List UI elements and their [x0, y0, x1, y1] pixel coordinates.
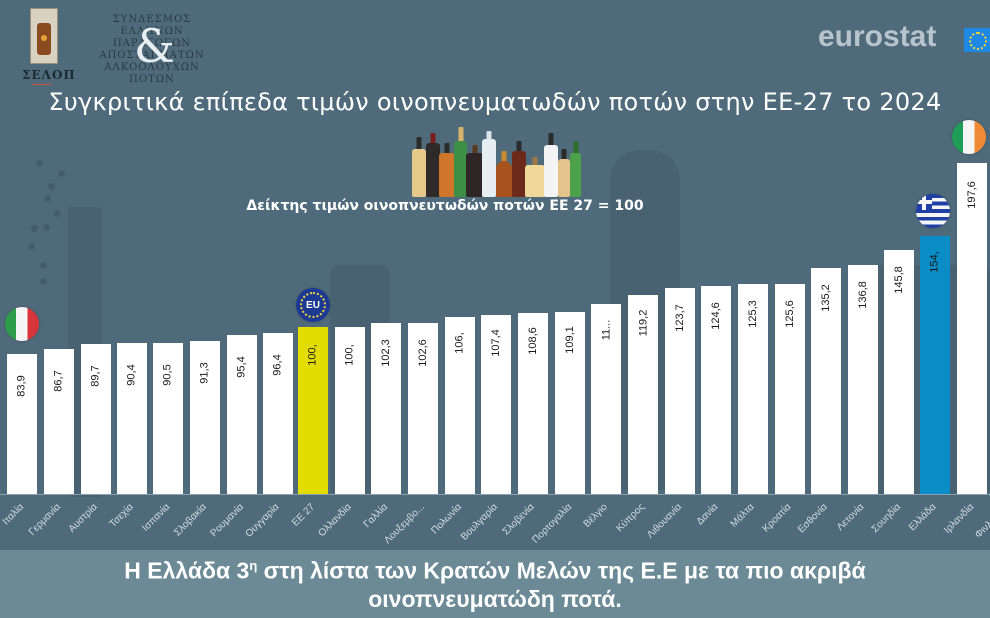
bar-netherlands: 100,	[335, 327, 365, 494]
x-label: Φινλανδία	[972, 501, 990, 541]
background-dot	[36, 160, 43, 167]
logo-underline	[32, 84, 52, 85]
bar-france: 102,3	[371, 323, 401, 494]
background-dot	[31, 225, 38, 232]
bar-ireland: 197,6	[957, 163, 987, 494]
bar-slovenia: 108,6	[518, 313, 548, 494]
bar-lithuania: 123,7	[665, 288, 695, 494]
background-dot	[54, 210, 61, 217]
bar-croatia: 125,6	[775, 284, 805, 494]
bar-malta: 125,3	[738, 284, 768, 494]
bar-italy: 83,9	[7, 354, 37, 494]
bar-spain: 90,5	[153, 343, 183, 494]
bar-latvia: 136,8	[848, 265, 878, 494]
bar-luxembourg: 102,6	[408, 323, 438, 494]
background-dot	[28, 243, 35, 250]
chart-title: Συγκριτικά επίπεδα τιμών οινοπνευματωδών…	[48, 88, 942, 116]
logo-association-name: ΣΥΝΔΕΣΜΟΣ ΕΛΛΗΝΩΝ ΠΑΡΑΓΩΓΩΝ ΑΠΟΣΤΑΓΜΑΤΩΝ…	[92, 14, 212, 86]
bar-denmark: 124,6	[701, 286, 731, 494]
bar-portugal: 109,1	[555, 312, 585, 494]
background-dot	[43, 224, 50, 231]
bar-germany: 86,7	[44, 349, 74, 494]
bar-romania: 95,4	[227, 335, 257, 494]
logo-ampersand: &	[134, 19, 175, 73]
logo-line: ΑΛΚΟΟΛΟΥΧΩΝ	[104, 62, 200, 73]
background-dot	[40, 278, 47, 285]
logo-acronym: ΣΕΛΟΠ	[22, 68, 76, 82]
bar-poland: 106,	[445, 317, 475, 494]
footer-line-2: οινοπνευματώδη ποτά.	[368, 585, 622, 612]
background-dot	[40, 262, 47, 269]
bar-austria: 89,7	[81, 344, 111, 494]
logo-line: ΑΠΟΣΤΑΓΜΑΤΩΝ	[99, 50, 205, 61]
italy-flag-icon	[5, 307, 39, 341]
x-axis-line	[0, 494, 990, 495]
bar-belgium: 11...	[591, 304, 621, 494]
logo-line: ΠΟΤΩΝ	[129, 74, 175, 85]
bar-eu27: 100,	[298, 327, 328, 494]
footer-headline: Η Ελλάδα 3η στη λίστα των Κρατών Μελών τ…	[0, 552, 990, 613]
still-emblem-icon	[30, 8, 58, 64]
background-dot	[44, 195, 51, 202]
eu-flag-icon	[964, 28, 990, 52]
background-dot	[48, 183, 55, 190]
bar-sweden: 145,8	[884, 250, 914, 494]
footer-band: Η Ελλάδα 3η στη λίστα των Κρατών Μελών τ…	[0, 550, 990, 618]
bar-hungary: 96,4	[263, 333, 293, 494]
greece-flag-icon	[916, 194, 950, 228]
ireland-flag-icon	[952, 120, 986, 154]
bar-slovakia: 91,3	[190, 341, 220, 494]
bar-greece: 154,	[920, 236, 950, 494]
selop-logo: ΣΕΛΟΠ ΣΥΝΔΕΣΜΟΣ ΕΛΛΗΝΩΝ ΠΑΡΑΓΩΓΩΝ ΑΠΟΣΤΑ…	[20, 5, 220, 86]
eurostat-logo: eurostat	[818, 20, 937, 53]
logo-line: ΕΛΛΗΝΩΝ ΠΑΡΑΓΩΓΩΝ	[112, 26, 192, 49]
bar-czechia: 90,4	[117, 343, 147, 494]
bottles-illustration	[410, 127, 590, 197]
bar-cyprus: 119,2	[628, 295, 658, 494]
chart-subtitle: Δείκτης τιμών οινοπνευτωδών ποτών ΕΕ 27 …	[246, 198, 644, 214]
logo-line: ΣΥΝΔΕΣΜΟΣ	[112, 14, 192, 25]
bar-estonia: 135,2	[811, 268, 841, 494]
eu-flag-icon: EU	[296, 288, 330, 322]
bar-bulgaria: 107,4	[481, 315, 511, 494]
footer-line-1: Η Ελλάδα 3η στη λίστα των Κρατών Μελών τ…	[124, 557, 866, 584]
background-dot	[58, 170, 65, 177]
